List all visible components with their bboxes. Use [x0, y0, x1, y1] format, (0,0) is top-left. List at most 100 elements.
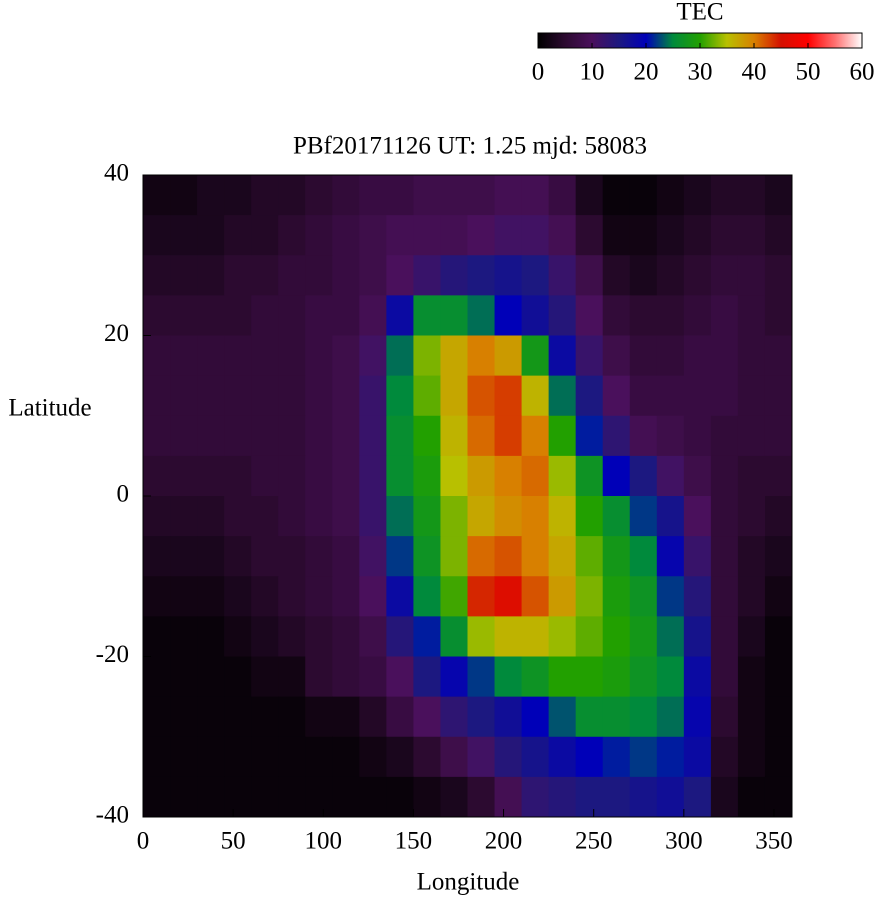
heat-cell — [197, 295, 225, 336]
heat-cell — [224, 335, 252, 377]
heat-cell — [386, 776, 414, 818]
heat-cell — [629, 255, 658, 296]
heat-cell — [494, 295, 523, 336]
y-tick-label: 20 — [104, 320, 129, 347]
heat-cell — [197, 335, 225, 377]
heat-cell — [197, 175, 225, 216]
heat-cell — [764, 335, 793, 377]
heat-cell — [737, 656, 766, 698]
heat-cell — [197, 215, 225, 256]
heat-cell — [440, 776, 468, 818]
heat-cell — [224, 175, 252, 216]
heat-cell — [305, 536, 333, 577]
heat-cell — [224, 696, 252, 738]
heat-cell — [764, 536, 793, 577]
heat-cell — [251, 736, 279, 778]
heat-cell — [440, 696, 468, 738]
heat-cell — [602, 736, 631, 778]
heat-cell — [548, 455, 577, 497]
heat-cell — [575, 255, 604, 296]
heat-cell — [224, 455, 252, 497]
heat-cell — [440, 455, 468, 497]
heat-cell — [224, 736, 252, 778]
heat-cell — [494, 776, 523, 818]
heat-cell — [683, 576, 712, 617]
heat-cell — [737, 576, 766, 617]
heat-cell — [683, 175, 712, 216]
heat-cell — [224, 616, 252, 657]
heat-cell — [413, 255, 441, 296]
heat-cell — [305, 215, 333, 256]
heat-cell — [143, 215, 171, 256]
heat-cell — [602, 656, 631, 698]
heat-cell — [602, 415, 631, 457]
heat-cell — [332, 736, 360, 778]
heat-cell — [683, 415, 712, 457]
heat-cell — [548, 295, 577, 336]
heat-cell — [359, 415, 387, 457]
heat-cell — [467, 255, 496, 296]
heat-cell — [170, 295, 198, 336]
heat-cell — [737, 295, 766, 336]
heat-cell — [251, 616, 279, 657]
heat-cell — [278, 215, 306, 256]
heat-cell — [143, 736, 171, 778]
heat-cell — [224, 255, 252, 296]
heat-cell — [521, 616, 550, 657]
heat-cell — [440, 295, 468, 336]
heat-cell — [629, 696, 658, 738]
heat-cell — [737, 776, 766, 818]
heat-cell — [143, 776, 171, 818]
heat-cell — [386, 175, 414, 216]
heat-cell — [629, 415, 658, 457]
y-tick-label: 0 — [117, 481, 130, 508]
heat-cell — [764, 496, 793, 537]
heat-cell — [764, 656, 793, 698]
heat-cell — [359, 696, 387, 738]
heat-cell — [737, 175, 766, 216]
heat-cell — [629, 375, 658, 417]
heat-cell — [575, 616, 604, 657]
heat-cell — [764, 576, 793, 617]
heat-cell — [467, 736, 496, 778]
heat-cell — [494, 335, 523, 377]
heat-cell — [710, 656, 739, 698]
heat-cell — [467, 496, 496, 537]
heat-cell — [629, 335, 658, 377]
heat-cell — [359, 736, 387, 778]
heat-cell — [494, 576, 523, 617]
heat-cell — [440, 536, 468, 577]
heat-cell — [251, 295, 279, 336]
heat-cell — [251, 415, 279, 457]
chart-title: PBf20171126 UT: 1.25 mjd: 58083 — [293, 133, 647, 160]
heat-cell — [656, 736, 685, 778]
heat-cell — [656, 295, 685, 336]
heat-cell — [197, 616, 225, 657]
heat-cell — [656, 215, 685, 256]
heat-cell — [170, 335, 198, 377]
heat-cell — [737, 335, 766, 377]
heat-cell — [710, 255, 739, 296]
heat-cell — [143, 255, 171, 296]
heat-cell — [224, 215, 252, 256]
heat-cell — [548, 375, 577, 417]
heat-cell — [224, 375, 252, 417]
heat-cell — [143, 175, 171, 216]
heat-cell — [170, 215, 198, 256]
heat-cell — [683, 536, 712, 577]
heat-cell — [305, 776, 333, 818]
heat-cell — [710, 335, 739, 377]
heat-cell — [143, 375, 171, 417]
heat-cell — [575, 295, 604, 336]
heat-cell — [467, 536, 496, 577]
heat-cell — [710, 455, 739, 497]
heat-cell — [440, 415, 468, 457]
x-tick-label: 350 — [755, 828, 793, 855]
heat-cell — [575, 335, 604, 377]
heat-cell — [197, 415, 225, 457]
heat-cell — [251, 335, 279, 377]
heat-cell — [386, 656, 414, 698]
heat-cell — [386, 496, 414, 537]
heat-cell — [305, 255, 333, 296]
